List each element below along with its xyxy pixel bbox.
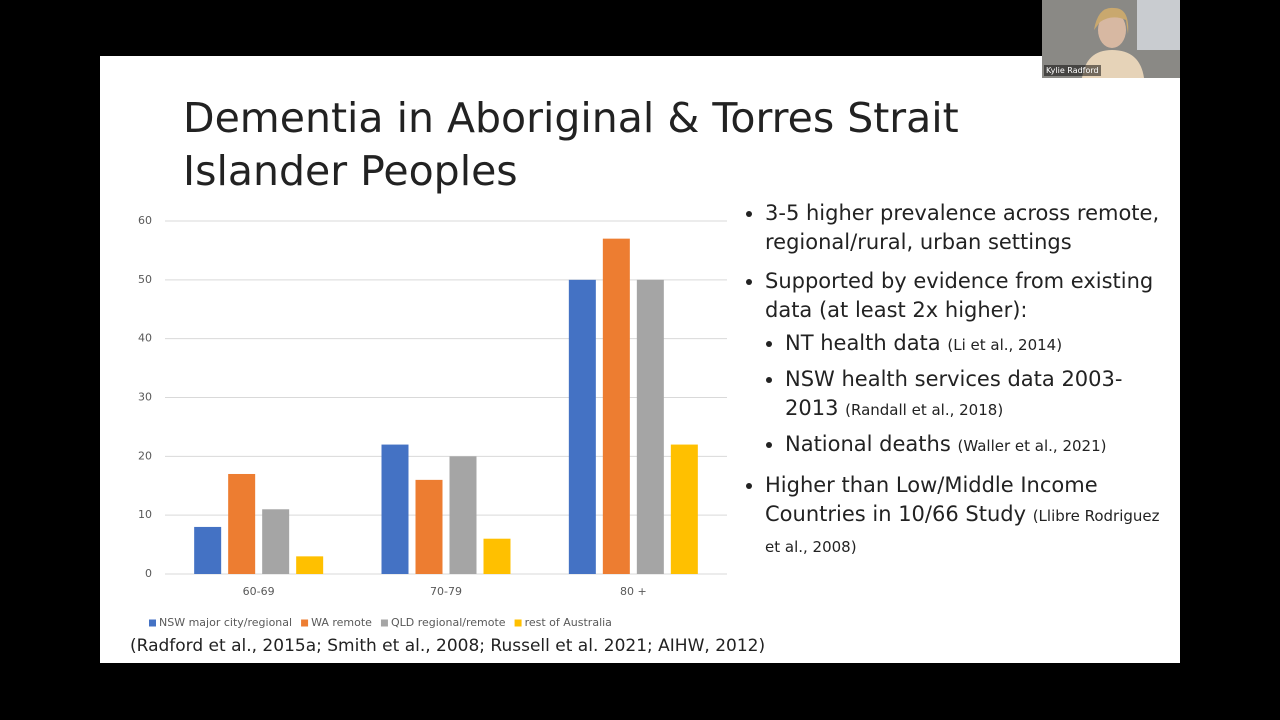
bar [636, 279, 664, 574]
y-tick-label: 50 [138, 273, 152, 286]
bar [670, 444, 698, 574]
bullet-item: NSW health services data 2003-2013 (Rand… [785, 365, 1165, 425]
x-tick-label: 80 + [620, 585, 647, 598]
bar [194, 526, 222, 574]
bullet-item: National deaths (Waller et al., 2021) [785, 430, 1165, 461]
bullet-text: Supported by evidence from existing data… [765, 269, 1154, 322]
y-tick-label: 0 [145, 567, 152, 580]
bullet-item: Higher than Low/Middle Income Countries … [765, 471, 1165, 562]
y-tick-label: 30 [138, 391, 152, 404]
bar [483, 538, 511, 574]
bar [262, 509, 290, 574]
legend-label: rest of Australia [525, 616, 612, 629]
bullet-item: Supported by evidence from existing data… [765, 267, 1165, 461]
participant-video[interactable] [1042, 0, 1180, 78]
y-tick-label: 60 [138, 214, 152, 227]
bar [415, 479, 443, 574]
bullet-citation: (Li et al., 2014) [947, 336, 1063, 354]
bar [228, 473, 256, 574]
bar [296, 556, 324, 574]
bullet-item: 3-5 higher prevalence across remote, reg… [765, 199, 1165, 257]
bar [449, 456, 477, 574]
legend-swatch [149, 619, 156, 627]
y-tick-label: 20 [138, 449, 152, 462]
participant-name: Kylie Radford [1044, 65, 1101, 76]
bullet-text: NSW health services data 2003-2013 [785, 367, 1123, 420]
legend-label: WA remote [311, 616, 372, 629]
y-tick-label: 10 [138, 508, 152, 521]
x-tick-label: 60-69 [243, 585, 275, 598]
bullet-list: 3-5 higher prevalence across remote, reg… [745, 199, 1165, 572]
legend-swatch [380, 619, 388, 627]
slide-title: Dementia in Aboriginal & Torres Strait I… [183, 94, 959, 195]
bullet-text: National deaths [785, 432, 951, 456]
bar [602, 238, 630, 574]
bullet-citation: (Llibre Rodriguez et al., 2008) [765, 507, 1160, 556]
bullet-text: Higher than Low/Middle Income Countries … [765, 473, 1098, 526]
legend-label: NSW major city/regional [159, 616, 292, 629]
bar [568, 279, 596, 574]
bullet-group: 3-5 higher prevalence across remote, reg… [745, 199, 1165, 562]
bullet-item: NT health data (Li et al., 2014) [785, 329, 1165, 360]
y-tick-label: 40 [138, 332, 152, 345]
bullet-citation: (Randall et al., 2018) [845, 401, 1004, 419]
bullet-group: NT health data (Li et al., 2014) NSW heal… [765, 329, 1165, 461]
legend-swatch [514, 619, 522, 627]
bullet-citation: (Waller et al., 2021) [957, 437, 1107, 455]
bar [381, 444, 409, 574]
bullet-text: NT health data [785, 331, 941, 355]
legend-swatch [301, 619, 309, 627]
legend-label: QLD regional/remote [391, 616, 506, 629]
x-tick-label: 70-79 [430, 585, 462, 598]
source-citation: (Radford et al., 2015a; Smith et al., 20… [130, 636, 766, 656]
bullet-text: 3-5 higher prevalence across remote, reg… [765, 201, 1160, 254]
